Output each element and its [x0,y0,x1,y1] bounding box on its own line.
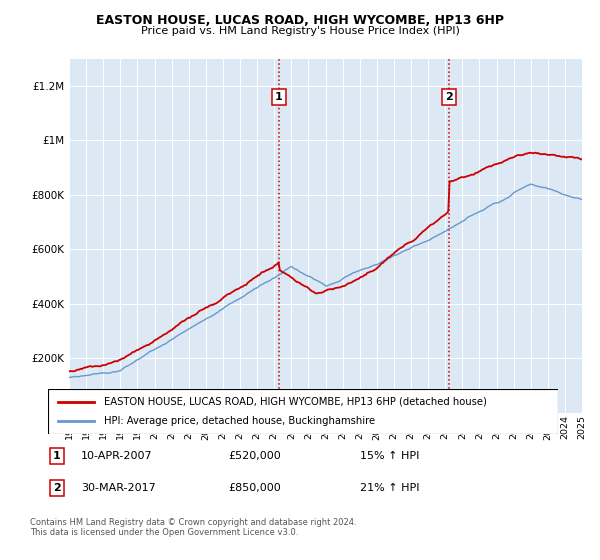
Text: 10-APR-2007: 10-APR-2007 [81,451,152,461]
Text: EASTON HOUSE, LUCAS ROAD, HIGH WYCOMBE, HP13 6HP: EASTON HOUSE, LUCAS ROAD, HIGH WYCOMBE, … [96,14,504,27]
Text: 21% ↑ HPI: 21% ↑ HPI [360,483,419,493]
Text: 1: 1 [53,451,61,461]
Text: 1: 1 [275,92,283,102]
Text: 2: 2 [53,483,61,493]
Text: EASTON HOUSE, LUCAS ROAD, HIGH WYCOMBE, HP13 6HP (detached house): EASTON HOUSE, LUCAS ROAD, HIGH WYCOMBE, … [104,396,487,407]
Text: 15% ↑ HPI: 15% ↑ HPI [360,451,419,461]
Text: Price paid vs. HM Land Registry's House Price Index (HPI): Price paid vs. HM Land Registry's House … [140,26,460,36]
Text: Contains HM Land Registry data © Crown copyright and database right 2024.
This d: Contains HM Land Registry data © Crown c… [30,518,356,538]
Text: £520,000: £520,000 [228,451,281,461]
Text: HPI: Average price, detached house, Buckinghamshire: HPI: Average price, detached house, Buck… [104,417,375,427]
Text: 30-MAR-2017: 30-MAR-2017 [81,483,156,493]
Text: £850,000: £850,000 [228,483,281,493]
Text: 2: 2 [446,92,454,102]
